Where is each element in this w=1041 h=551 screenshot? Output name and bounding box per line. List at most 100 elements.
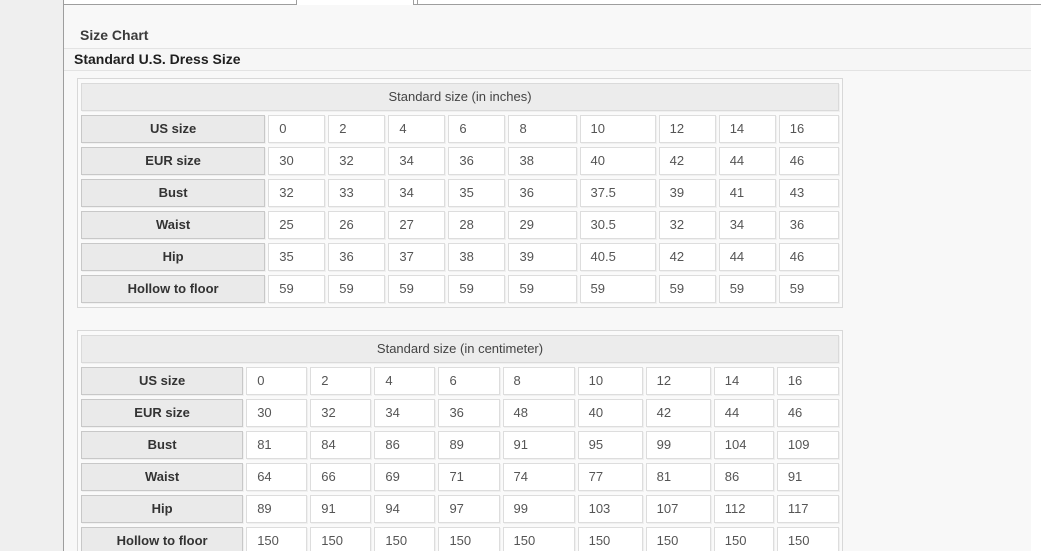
value-cell: 27 bbox=[388, 211, 446, 239]
row-label-cell: Hip bbox=[81, 495, 244, 523]
panel-left-border bbox=[63, 0, 64, 551]
value-cell: 95 bbox=[577, 431, 643, 459]
size-table-cm-container: Standard size (in centimeter) US size 0 2 4 6… bbox=[77, 330, 843, 551]
value-cell: 150 bbox=[310, 527, 372, 551]
table-row: Hollow to floor 150 150 150 150 150 150 150 150 1… bbox=[81, 527, 839, 551]
value-cell: 99 bbox=[645, 431, 711, 459]
content-panel: Size Chart Standard U.S. Dress Size Stan… bbox=[64, 5, 1031, 551]
value-cell: 25 bbox=[268, 211, 326, 239]
row-label-cell: Waist bbox=[81, 211, 266, 239]
row-label-cell: Hollow to floor bbox=[81, 527, 244, 551]
value-cell: 89 bbox=[246, 495, 308, 523]
value-cell: 91 bbox=[502, 431, 575, 459]
value-cell: 16 bbox=[776, 367, 839, 395]
row-label-cell: EUR size bbox=[81, 399, 244, 427]
active-tab-stub[interactable] bbox=[296, 0, 414, 5]
value-cell: 89 bbox=[438, 431, 500, 459]
value-cell: 30.5 bbox=[579, 211, 656, 239]
value-cell: 84 bbox=[310, 431, 372, 459]
row-label-cell: Bust bbox=[81, 179, 266, 207]
section-heading: Standard U.S. Dress Size bbox=[64, 48, 1031, 71]
value-cell: 32 bbox=[268, 179, 326, 207]
page-left-margin bbox=[0, 0, 63, 551]
value-cell: 14 bbox=[718, 115, 776, 143]
value-cell: 107 bbox=[645, 495, 711, 523]
value-cell: 46 bbox=[778, 147, 839, 175]
value-cell: 59 bbox=[508, 275, 577, 303]
value-cell: 86 bbox=[713, 463, 774, 491]
value-cell: 97 bbox=[438, 495, 500, 523]
value-cell: 32 bbox=[310, 399, 372, 427]
value-cell: 41 bbox=[718, 179, 776, 207]
value-cell: 59 bbox=[388, 275, 446, 303]
value-cell: 91 bbox=[776, 463, 839, 491]
value-cell: 8 bbox=[502, 367, 575, 395]
value-cell: 109 bbox=[776, 431, 839, 459]
table-header-cell: Standard size (in centimeter) bbox=[81, 335, 839, 363]
row-label-cell: Waist bbox=[81, 463, 244, 491]
value-cell: 117 bbox=[776, 495, 839, 523]
value-cell: 74 bbox=[502, 463, 575, 491]
value-cell: 43 bbox=[778, 179, 839, 207]
value-cell: 0 bbox=[268, 115, 326, 143]
value-cell: 12 bbox=[658, 115, 716, 143]
row-label-cell: Bust bbox=[81, 431, 244, 459]
tab-strip-border-left-segment bbox=[64, 4, 296, 5]
value-cell: 150 bbox=[776, 527, 839, 551]
value-cell: 8 bbox=[508, 115, 577, 143]
value-cell: 26 bbox=[328, 211, 386, 239]
value-cell: 59 bbox=[579, 275, 656, 303]
table-row: US size 0 2 4 6 8 10 12 14 16 bbox=[81, 115, 839, 143]
value-cell: 77 bbox=[577, 463, 643, 491]
value-cell: 40 bbox=[579, 147, 656, 175]
value-cell: 150 bbox=[645, 527, 711, 551]
value-cell: 16 bbox=[778, 115, 839, 143]
value-cell: 59 bbox=[658, 275, 716, 303]
value-cell: 34 bbox=[388, 147, 446, 175]
row-label-cell: Hip bbox=[81, 243, 266, 271]
value-cell: 34 bbox=[388, 179, 446, 207]
value-cell: 42 bbox=[658, 243, 716, 271]
value-cell: 35 bbox=[268, 243, 326, 271]
value-cell: 150 bbox=[713, 527, 774, 551]
value-cell: 150 bbox=[374, 527, 436, 551]
value-cell: 150 bbox=[438, 527, 500, 551]
value-cell: 34 bbox=[718, 211, 776, 239]
page-title: Size Chart bbox=[80, 27, 149, 43]
value-cell: 38 bbox=[508, 147, 577, 175]
value-cell: 46 bbox=[778, 243, 839, 271]
value-cell: 86 bbox=[374, 431, 436, 459]
table-row: US size 0 2 4 6 8 10 12 14 16 bbox=[81, 367, 839, 395]
value-cell: 150 bbox=[502, 527, 575, 551]
tab-strip-border-right-segment bbox=[414, 4, 1041, 5]
value-cell: 94 bbox=[374, 495, 436, 523]
value-cell: 81 bbox=[645, 463, 711, 491]
value-cell: 37.5 bbox=[579, 179, 656, 207]
value-cell: 59 bbox=[268, 275, 326, 303]
value-cell: 59 bbox=[448, 275, 506, 303]
value-cell: 69 bbox=[374, 463, 436, 491]
value-cell: 6 bbox=[438, 367, 500, 395]
value-cell: 59 bbox=[328, 275, 386, 303]
size-table-inches: Standard size (in inches) US size 0 2 4 6 8 10 1… bbox=[78, 79, 842, 307]
value-cell: 150 bbox=[577, 527, 643, 551]
row-label-cell: US size bbox=[81, 115, 266, 143]
value-cell: 103 bbox=[577, 495, 643, 523]
value-cell: 28 bbox=[448, 211, 506, 239]
value-cell: 40 bbox=[577, 399, 643, 427]
row-label-cell: EUR size bbox=[81, 147, 266, 175]
value-cell: 59 bbox=[718, 275, 776, 303]
value-cell: 34 bbox=[374, 399, 436, 427]
value-cell: 35 bbox=[448, 179, 506, 207]
value-cell: 2 bbox=[328, 115, 386, 143]
table-row: EUR size 30 32 34 36 38 40 42 44 46 bbox=[81, 147, 839, 175]
tab-separator bbox=[417, 0, 418, 4]
value-cell: 39 bbox=[508, 243, 577, 271]
value-cell: 66 bbox=[310, 463, 372, 491]
value-cell: 36 bbox=[508, 179, 577, 207]
value-cell: 38 bbox=[448, 243, 506, 271]
size-table-inches-container: Standard size (in inches) US size 0 2 4 6 8 10 1… bbox=[77, 78, 843, 308]
value-cell: 40.5 bbox=[579, 243, 656, 271]
value-cell: 81 bbox=[246, 431, 308, 459]
value-cell: 33 bbox=[328, 179, 386, 207]
